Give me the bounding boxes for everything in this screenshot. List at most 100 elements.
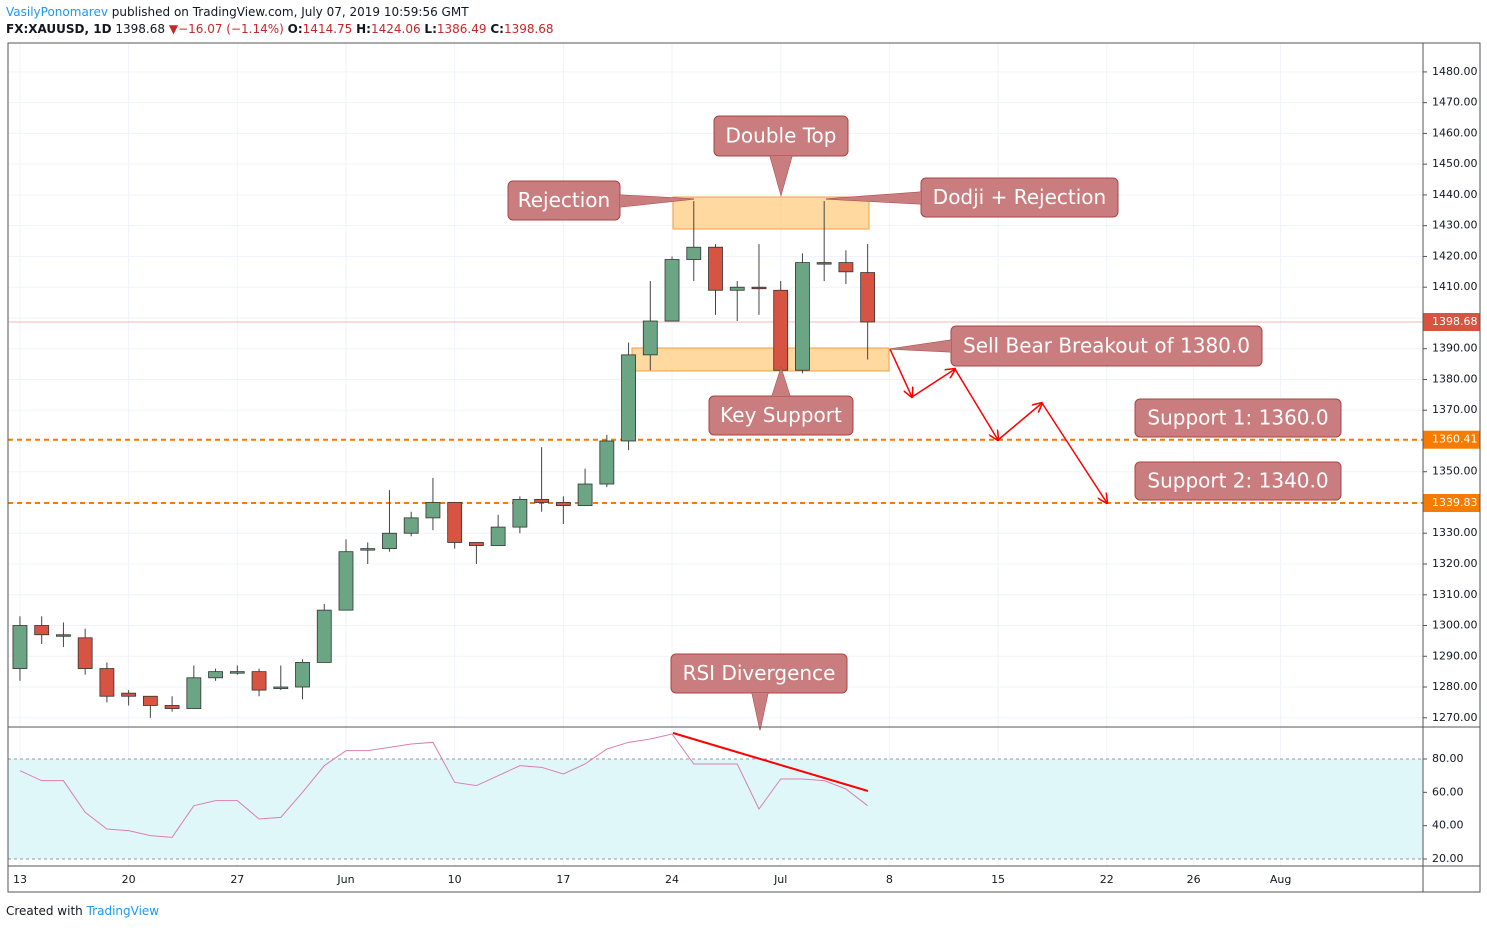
y-tick-label: 1270.00 — [1432, 711, 1478, 724]
candle-body — [251, 671, 267, 691]
candle-body — [555, 502, 571, 506]
published: published on TradingView.com, July 07, 2… — [111, 5, 469, 19]
callout-pointer-fill — [770, 156, 792, 195]
candle-body — [208, 671, 223, 679]
x-tick-label: Jul — [773, 873, 787, 886]
y-tick-label: 1440.00 — [1432, 188, 1478, 201]
candle-body — [229, 671, 245, 674]
candle-body — [577, 483, 593, 506]
candle-body — [382, 532, 397, 550]
callout-pointer-fill — [772, 368, 790, 396]
callout-text: Rejection — [518, 188, 610, 212]
candle-body — [838, 262, 854, 273]
candle-body — [512, 499, 528, 528]
y-tick-label: 1480.00 — [1432, 65, 1478, 78]
candle-body — [490, 526, 506, 546]
y-tick-label: 1370.00 — [1432, 403, 1478, 416]
candle-body — [751, 286, 767, 290]
y-tick-label: 1460.00 — [1432, 126, 1478, 139]
candle-body — [34, 625, 50, 636]
rsi-line — [19, 733, 868, 838]
y-tick-label: 1410.00 — [1432, 280, 1478, 293]
y-tick-label: 20.00 — [1432, 852, 1464, 865]
candle-body — [469, 542, 484, 546]
candle-body — [642, 320, 658, 356]
y-tick-label: 1280.00 — [1432, 680, 1478, 693]
candle-body — [77, 637, 93, 669]
x-tick-label: Jun — [336, 873, 354, 886]
candle-body — [534, 499, 550, 503]
candle-body — [121, 692, 137, 697]
y-tick-label: 1330.00 — [1432, 526, 1478, 539]
candle-body — [99, 668, 115, 697]
y-tick-label: 1300.00 — [1432, 619, 1478, 632]
callout-text: Sell Bear Breakout of 1380.0 — [963, 334, 1250, 358]
y-tick-label: 1380.00 — [1432, 372, 1478, 385]
y-tick-label: 60.00 — [1432, 785, 1464, 798]
candle-body — [621, 354, 636, 442]
x-tick-label: 27 — [230, 873, 244, 886]
resistance-zone — [672, 196, 870, 230]
price-tag-label: 1360.41 — [1432, 433, 1478, 446]
x-tick-label: 24 — [665, 873, 679, 886]
o: 1414.75 — [302, 22, 353, 36]
footer: Created with TradingView — [6, 904, 159, 918]
candle-body — [425, 502, 441, 519]
y-tick-label: 1350.00 — [1432, 465, 1478, 478]
candle-body — [12, 625, 28, 669]
callout-text: Key Support — [720, 403, 842, 427]
y-tick-label: 1320.00 — [1432, 557, 1478, 570]
candle-body — [186, 677, 202, 709]
x-tick-label: 8 — [886, 873, 893, 886]
h: 1424.06 — [370, 22, 421, 36]
symbol: FX:XAUUSD, 1D — [6, 22, 112, 36]
price-tag — [1423, 494, 1480, 513]
y-tick-label: 1450.00 — [1432, 157, 1478, 170]
callout-pointer-fill — [826, 192, 921, 204]
c-label: C: — [490, 22, 504, 36]
last-price-label: 1398.68 — [1432, 315, 1478, 328]
callout-pointer-fill — [890, 340, 951, 352]
candle-body — [164, 705, 180, 709]
x-tick-label: 22 — [1100, 873, 1114, 886]
y-tick-label: 80.00 — [1432, 752, 1464, 765]
candle-body — [273, 686, 289, 689]
x-tick-label: Aug — [1270, 873, 1291, 886]
callout — [1134, 461, 1342, 501]
projection-arrows — [889, 348, 1107, 503]
candle-body — [664, 259, 680, 322]
y-tick-label: 40.00 — [1432, 819, 1464, 832]
callout-text: Support 2: 1340.0 — [1147, 469, 1328, 493]
x-tick-label: 17 — [556, 873, 570, 886]
candle-body — [142, 695, 158, 706]
callout-text: Dodji + Rejection — [933, 185, 1106, 209]
grid: 1270.001280.001290.001300.001310.001320.… — [8, 43, 1478, 886]
candle-body — [403, 517, 419, 534]
candle-body — [338, 551, 354, 611]
callout-pointer-fill — [752, 693, 768, 730]
callout-pointer-fill — [620, 195, 694, 207]
y-tick-label: 1390.00 — [1432, 342, 1478, 355]
rsi-band — [8, 759, 1423, 859]
y-tick-label: 1290.00 — [1432, 649, 1478, 662]
frame — [7, 42, 1481, 893]
l-label: L: — [424, 22, 437, 36]
l: 1386.49 — [436, 22, 487, 36]
author: VasilyPonomarev — [6, 5, 108, 19]
callout-text: RSI Divergence — [683, 661, 836, 685]
candle-body — [773, 289, 789, 371]
candle-body — [686, 246, 702, 260]
y-tick-label: 1470.00 — [1432, 96, 1478, 109]
x-tick-label: 13 — [13, 873, 27, 886]
price-tag-label: 1339.83 — [1432, 496, 1478, 509]
support-zone — [631, 347, 890, 372]
brand: TradingView — [86, 904, 160, 918]
x-tick-label: 10 — [448, 873, 462, 886]
price-tag — [1423, 430, 1480, 449]
x-tick-label: 15 — [991, 873, 1005, 886]
candle-body — [360, 548, 376, 551]
marks: 1398.68 1360.41 1339.83 — [8, 201, 1480, 838]
h-label: H: — [356, 22, 371, 36]
candle-body — [708, 246, 723, 291]
callout-text: Support 1: 1360.0 — [1147, 406, 1328, 430]
